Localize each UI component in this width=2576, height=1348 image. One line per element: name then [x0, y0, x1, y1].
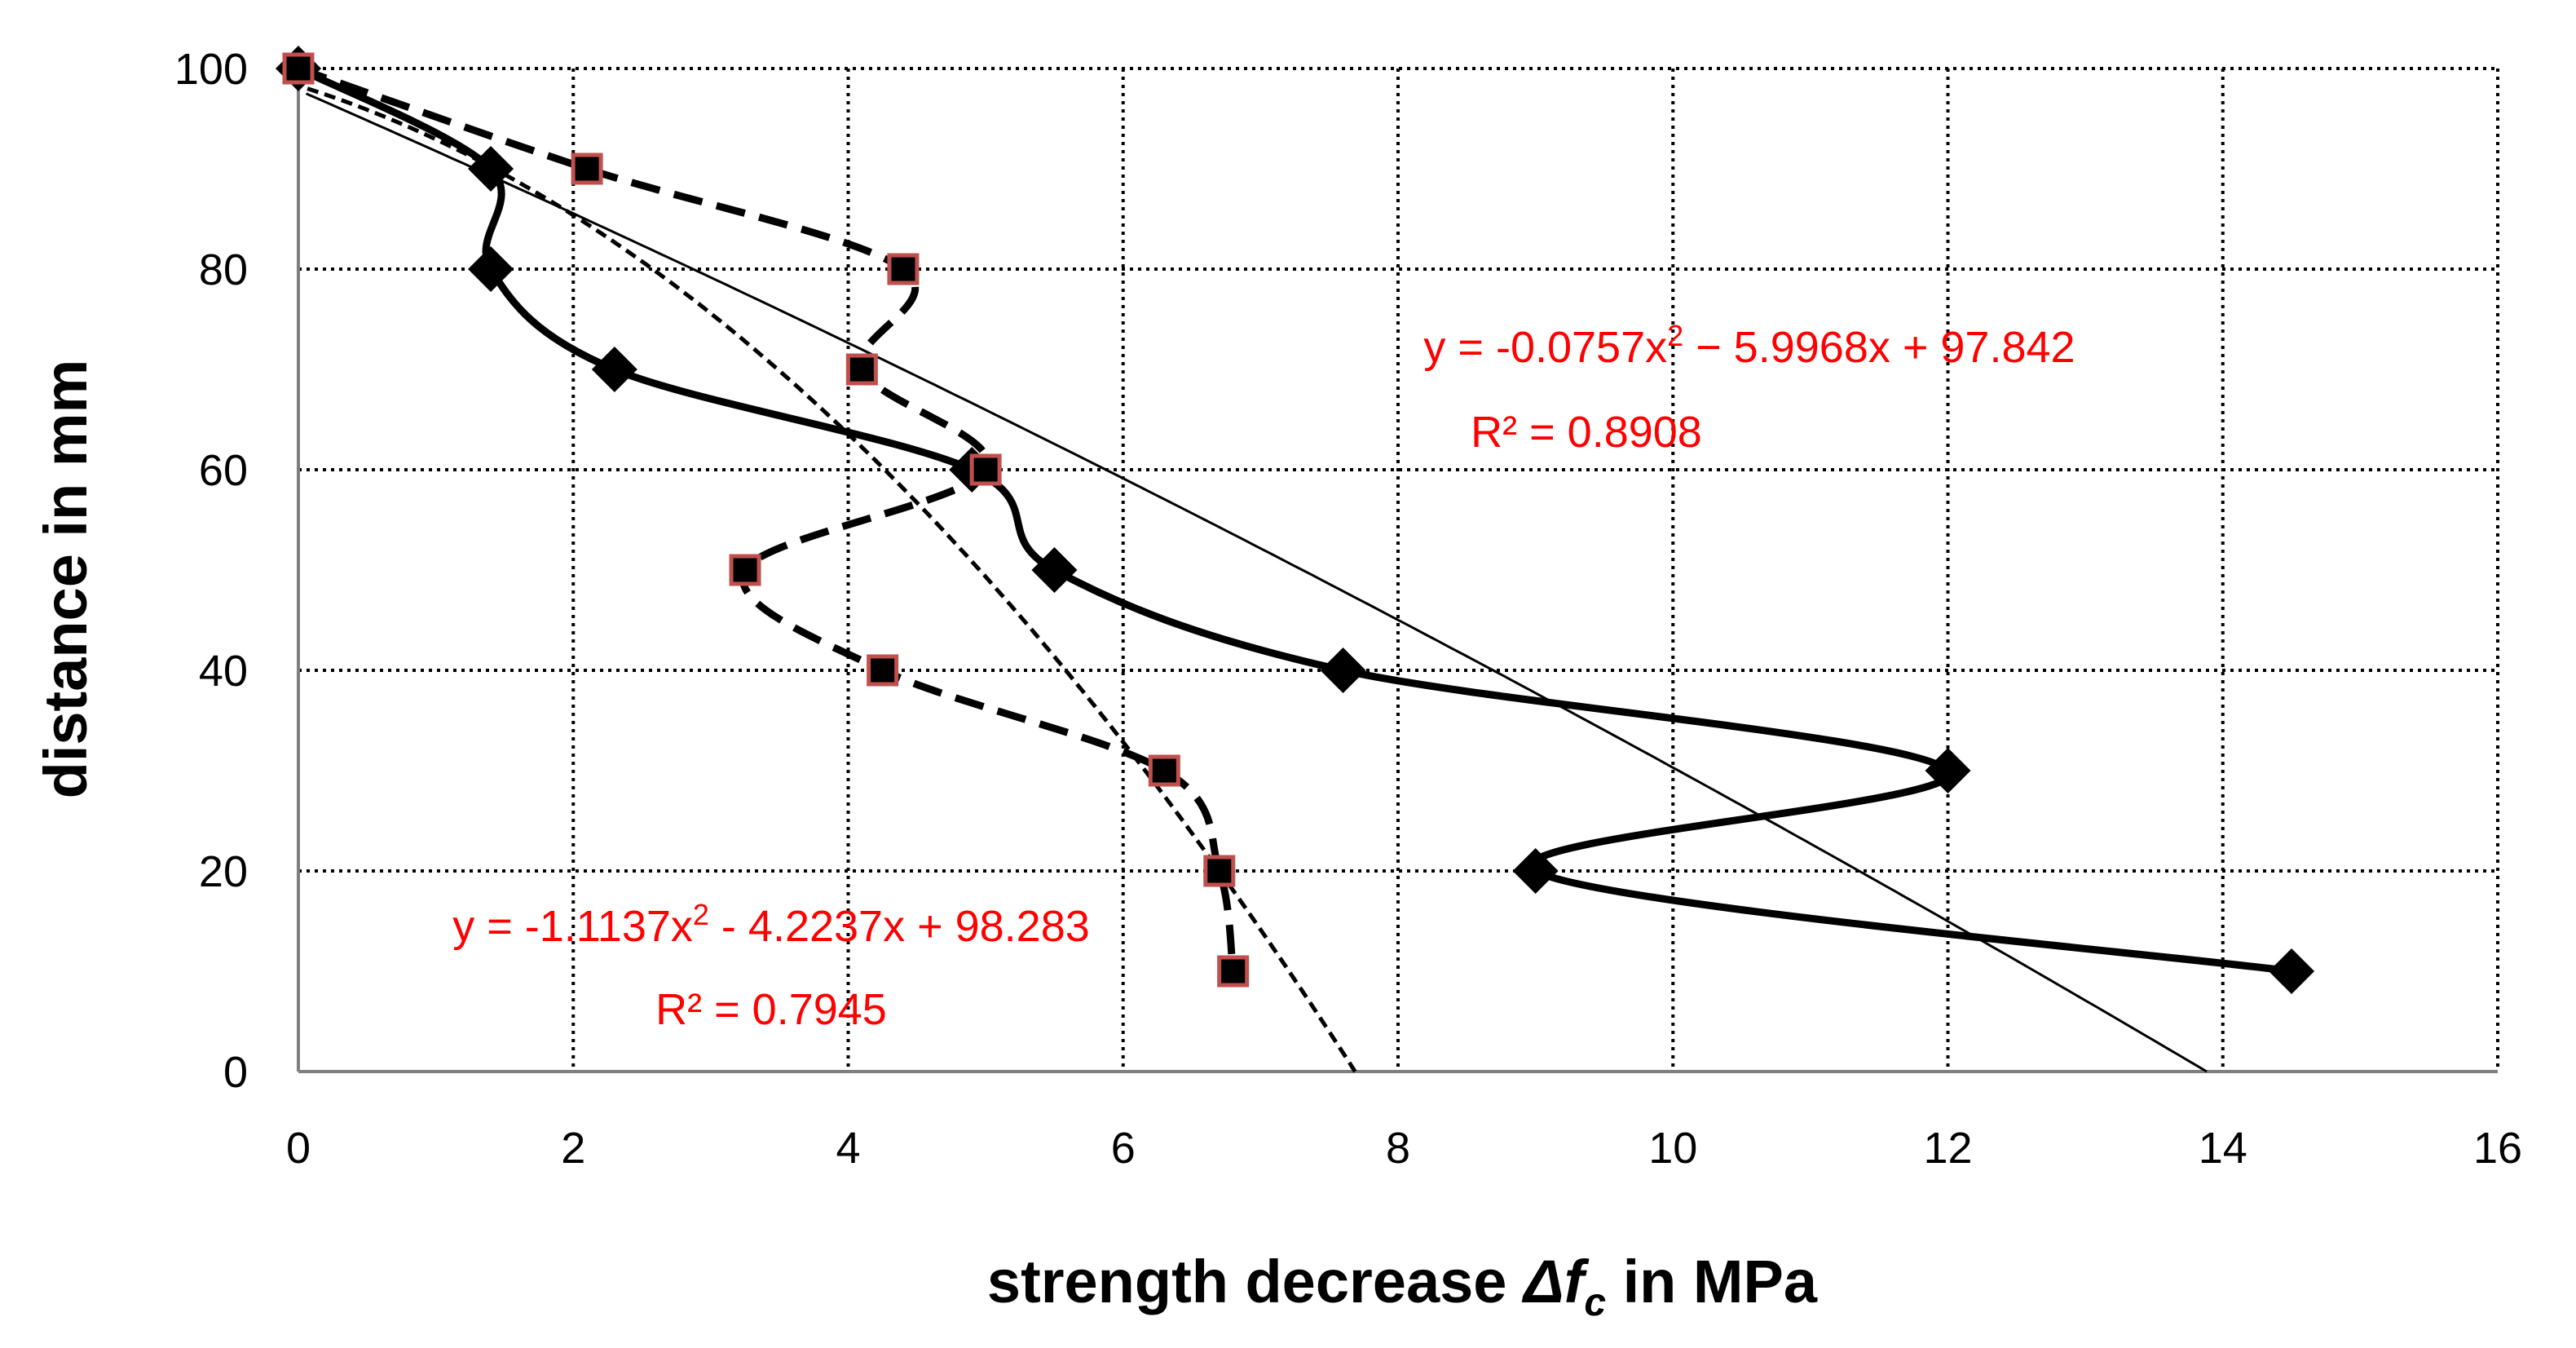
y-tick-label-0: 0: [223, 1048, 248, 1097]
x-axis-title-sub: c: [1584, 1281, 1606, 1324]
r-squared-1: R² = 0.8908: [1471, 408, 1702, 457]
trendline-2: [307, 86, 1357, 1073]
eq2-pre: y = -1.1137x: [452, 902, 693, 951]
x-tick-label-14: 14: [2199, 1124, 2247, 1173]
x-tick-label-8: 8: [1386, 1124, 1410, 1173]
eq1-sup: 2: [1667, 319, 1683, 352]
x-axis-title-delta: Δ: [1521, 1248, 1564, 1315]
square-point-9: [1203, 855, 1236, 887]
y-tick-label-100: 100: [174, 45, 248, 94]
square-point-5: [969, 453, 1002, 486]
x-tick-label-0: 0: [286, 1124, 311, 1173]
x-axis-title-prefix: strength decrease: [987, 1248, 1524, 1315]
trendline-equation-1: y = -0.0757x2 − 5.9968x + 97.842: [1423, 319, 2075, 372]
x-tick-label-12: 12: [1923, 1124, 1972, 1173]
x-axis-title-suffix: in MPa: [1606, 1248, 1818, 1315]
y-tick-label-20: 20: [199, 847, 248, 896]
diamond-point-2: [468, 146, 514, 192]
axes: [297, 69, 2498, 1073]
series-line-2: [297, 64, 1237, 972]
diamond-point-10: [2269, 948, 2315, 994]
y-tick-label-60: 60: [199, 446, 248, 495]
diamond-point-6: [1031, 547, 1078, 593]
square-point-4: [845, 353, 878, 386]
y-axis-title: distance in mm: [32, 360, 99, 799]
r-squared-2: R² = 0.7945: [655, 985, 887, 1034]
x-tick-label-16: 16: [2473, 1124, 2522, 1173]
y-tick-label-40: 40: [199, 647, 248, 696]
trendlines: [306, 86, 2208, 1073]
eq2-post: - 4.2237x + 98.283: [709, 902, 1090, 951]
y-tick-label-80: 80: [199, 245, 248, 294]
trendline-1: [306, 92, 2208, 1073]
square-point-6: [729, 554, 761, 586]
eq1-pre: y = -0.0757x: [1423, 323, 1667, 372]
diamond-point-8: [1925, 748, 1971, 793]
eq2-sup: 2: [693, 898, 709, 931]
square-point-8: [1148, 754, 1180, 787]
tick-labels: 0 2 4 6 8 10 12 14 16 0 20 40 60 80 100: [174, 45, 2522, 1173]
diamond-point-3: [468, 246, 514, 292]
x-tick-label-4: 4: [836, 1124, 860, 1173]
x-axis-title: strength decrease Δfc in MPa: [987, 1248, 1818, 1324]
diamond-point-9: [1512, 848, 1559, 894]
x-tick-label-6: 6: [1111, 1124, 1136, 1173]
square-point-7: [867, 654, 899, 687]
square-point-3: [887, 253, 920, 285]
square-point-2: [571, 152, 603, 185]
diamond-point-4: [591, 347, 637, 392]
data-series: [276, 46, 2315, 994]
eq1-post: − 5.9968x + 97.842: [1683, 323, 2075, 372]
square-point-10: [1217, 955, 1250, 988]
trendline-equation-2: y = -1.1137x2 - 4.2237x + 98.283: [452, 898, 1090, 951]
x-tick-label-2: 2: [561, 1124, 585, 1173]
diamond-point-7: [1320, 647, 1366, 693]
x-tick-label-10: 10: [1648, 1124, 1697, 1173]
square-point-1: [282, 52, 315, 85]
series-line-1: [296, 65, 2292, 975]
